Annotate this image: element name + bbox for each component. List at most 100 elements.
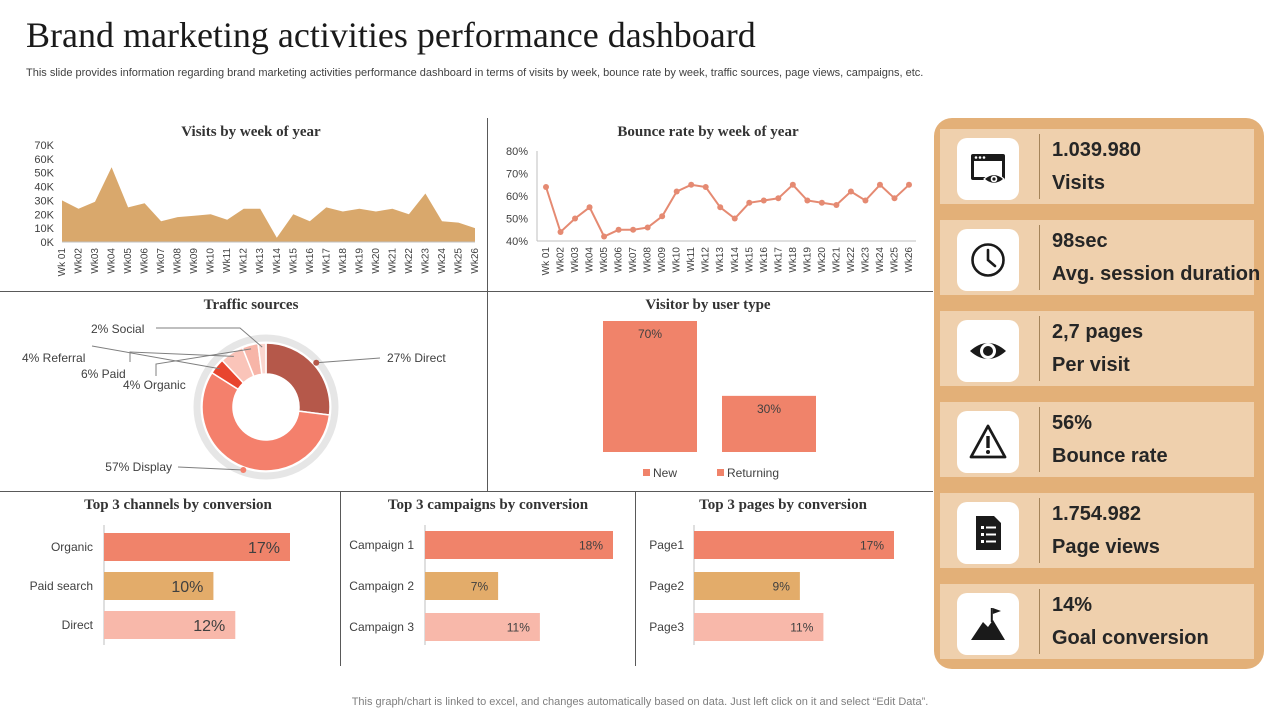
bar-data-label: 11% <box>507 620 530 634</box>
donut-slice-direct <box>265 342 331 416</box>
leader-dot <box>240 467 247 474</box>
category-label: Campaign 1 <box>349 538 414 552</box>
kpi-value: 1.039.980 <box>1052 139 1141 161</box>
x-tick-label: Wk18 <box>338 248 349 274</box>
x-tick-label: Wk19 <box>802 247 813 273</box>
bar-data-label: 70% <box>638 327 662 341</box>
x-tick-label: Wk11 <box>222 248 233 273</box>
bounce-point <box>601 233 608 240</box>
leader-dot <box>313 359 320 366</box>
pages-bar-chart: 17% Page1 9% Page2 11% Page3 <box>649 525 894 645</box>
browser-eye-icon <box>971 154 1005 185</box>
x-tick-label: Wk05 <box>123 248 134 274</box>
x-tick-label: Wk03 <box>90 248 101 274</box>
bar-direct <box>104 611 236 639</box>
category-label: Page2 <box>649 579 684 593</box>
x-tick-label: Wk02 <box>74 248 85 274</box>
divider-h-1 <box>0 291 933 292</box>
x-tick-label: Wk12 <box>701 247 712 273</box>
bounce-point <box>659 213 666 220</box>
kpi-card-session-duration: 98sec Avg. session duration <box>940 220 1260 295</box>
y-tick-label: 60K <box>34 154 54 166</box>
bar-campaign-1 <box>425 531 613 559</box>
bounce-point <box>615 226 622 233</box>
x-tick-label: Wk02 <box>556 247 567 273</box>
page-title: Brand marketing activities performance d… <box>26 15 756 55</box>
x-tick-label: Wk23 <box>420 248 431 274</box>
category-label: Organic <box>51 540 93 554</box>
bounce-line-chart: 40% 50% 60% 70% 80% Wk 01 Wk02 Wk03 Wk04 Wk05 Wk06… <box>506 146 916 276</box>
x-tick-label: Wk05 <box>599 247 610 273</box>
bounce-point <box>818 199 825 206</box>
slice-label: 27% Direct <box>387 351 446 365</box>
x-tick-label: Wk25 <box>889 247 900 273</box>
x-tick-label: Wk09 <box>657 247 668 273</box>
divider-v-bottom-2 <box>635 491 636 666</box>
kpi-card-per-visit: 2,7 pages Per visit <box>940 311 1254 386</box>
category-label: Campaign 3 <box>349 620 414 634</box>
bar-page2 <box>694 572 800 600</box>
kpi-panel: 1.039.980 Visits 98sec Avg. session dura… <box>934 118 1264 669</box>
bounce-point <box>804 197 811 204</box>
x-tick-label: Wk09 <box>189 248 200 274</box>
x-tick-label: Wk26 <box>904 247 915 273</box>
bounce-point <box>906 181 912 188</box>
bounce-point <box>673 188 680 195</box>
divider-v-top <box>487 118 488 491</box>
bar-data-label: 30% <box>757 402 781 416</box>
x-tick-label: Wk 01 <box>541 247 552 276</box>
x-tick-label: Wk14 <box>730 247 741 273</box>
x-tick-label: Wk03 <box>570 247 581 273</box>
bounce-point <box>688 181 695 188</box>
x-tick-label: Wk24 <box>437 248 448 274</box>
legend-swatch <box>643 469 650 476</box>
x-tick-label: Wk11 <box>686 247 697 272</box>
footer-note: This graph/chart is linked to excel, and… <box>351 696 929 708</box>
kpi-card-page-views: 1.754.982 Page views <box>940 493 1254 568</box>
x-tick-label: Wk12 <box>239 248 250 274</box>
x-tick-label: Wk15 <box>288 248 299 274</box>
clock-icon <box>971 243 1005 277</box>
y-tick-label: 20K <box>34 209 54 221</box>
x-tick-label: Wk17 <box>773 247 784 273</box>
x-tick-label: Wk25 <box>453 248 464 274</box>
slice-label: 4% Organic <box>123 378 186 392</box>
bar-campaign-2 <box>425 572 499 600</box>
bar-data-label: 9% <box>773 579 791 593</box>
x-tick-label: Wk07 <box>628 247 639 273</box>
pages-chart-title: Top 3 pages by conversion <box>699 497 867 513</box>
document-list-icon <box>976 516 1001 550</box>
bar-data-label: 17% <box>860 538 884 552</box>
x-tick-label: Wk19 <box>354 248 365 274</box>
category-label: Paid search <box>30 579 93 593</box>
x-tick-label: Wk10 <box>206 248 217 274</box>
campaigns-chart-title: Top 3 campaigns by conversion <box>387 497 589 513</box>
bounce-point <box>702 184 709 190</box>
kpi-label: Avg. session duration <box>1052 263 1261 285</box>
bounce-point <box>760 197 767 204</box>
x-tick-label: Wk13 <box>715 247 726 273</box>
x-tick-label: Wk18 <box>788 247 799 273</box>
leader-line <box>156 327 263 348</box>
bar-organic <box>104 533 290 561</box>
campaigns-bar-chart: 18% Campaign 1 7% Campaign 2 11% Campaign 3 <box>349 525 613 645</box>
traffic-chart-title: Traffic sources <box>203 297 299 313</box>
bar-campaign-3 <box>425 613 540 641</box>
donut-ring <box>193 334 339 480</box>
kpi-label: Visits <box>1052 172 1105 194</box>
y-tick-label: 40K <box>34 182 54 194</box>
bar-data-label: 10% <box>171 579 203 596</box>
x-tick-label: Wk15 <box>744 247 755 273</box>
x-tick-label: Wk21 <box>387 248 398 274</box>
slice-label: 57% Display <box>105 460 172 474</box>
slice-label: 2% Social <box>91 322 144 336</box>
x-tick-label: Wk 01 <box>57 248 68 277</box>
kpi-value: 1.754.982 <box>1052 503 1141 525</box>
x-tick-label: Wk10 <box>672 247 683 273</box>
kpi-value: 56% <box>1052 412 1093 434</box>
bar-data-label: 7% <box>471 579 489 593</box>
slice-label: 6% Paid <box>81 367 126 381</box>
x-tick-label: Wk04 <box>107 248 118 274</box>
divider-v-bottom-1 <box>340 491 341 666</box>
